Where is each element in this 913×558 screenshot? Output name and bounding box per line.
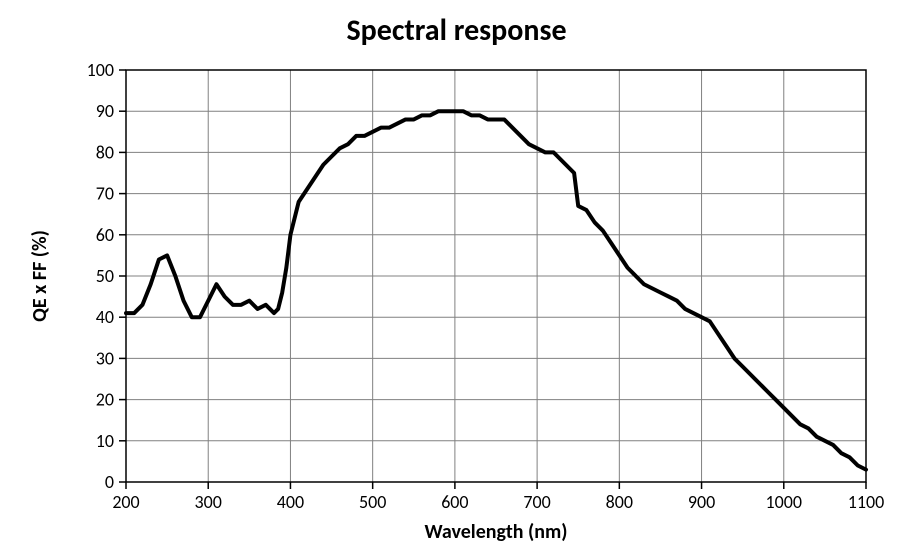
chart-container: Spectral response20030040050060070080090… xyxy=(0,0,913,558)
y-tick-label: 30 xyxy=(96,347,114,369)
x-tick-label: 300 xyxy=(195,491,222,513)
x-tick-label: 400 xyxy=(277,491,304,513)
y-tick-label: 10 xyxy=(96,430,114,452)
x-tick-label: 1000 xyxy=(766,491,803,513)
x-tick-label: 500 xyxy=(359,491,386,513)
y-tick-label: 20 xyxy=(96,389,114,411)
y-tick-label: 40 xyxy=(96,306,114,328)
y-tick-label: 50 xyxy=(96,265,114,287)
y-tick-label: 60 xyxy=(96,224,114,246)
chart-background xyxy=(0,0,913,558)
x-tick-label: 900 xyxy=(688,491,715,513)
y-tick-label: 80 xyxy=(96,141,114,163)
y-axis-title: QE x FF (%) xyxy=(28,230,52,322)
x-tick-label: 200 xyxy=(112,491,139,513)
x-tick-label: 1100 xyxy=(848,491,885,513)
y-tick-label: 100 xyxy=(87,59,114,81)
x-tick-label: 800 xyxy=(606,491,633,513)
x-axis-title: Wavelength (nm) xyxy=(424,520,567,544)
y-tick-label: 0 xyxy=(105,471,114,493)
y-tick-label: 90 xyxy=(96,100,114,122)
y-tick-label: 70 xyxy=(96,183,114,205)
chart-title: Spectral response xyxy=(346,12,566,49)
x-tick-label: 600 xyxy=(441,491,468,513)
spectral-response-chart: Spectral response20030040050060070080090… xyxy=(0,0,913,558)
x-tick-label: 700 xyxy=(523,491,550,513)
